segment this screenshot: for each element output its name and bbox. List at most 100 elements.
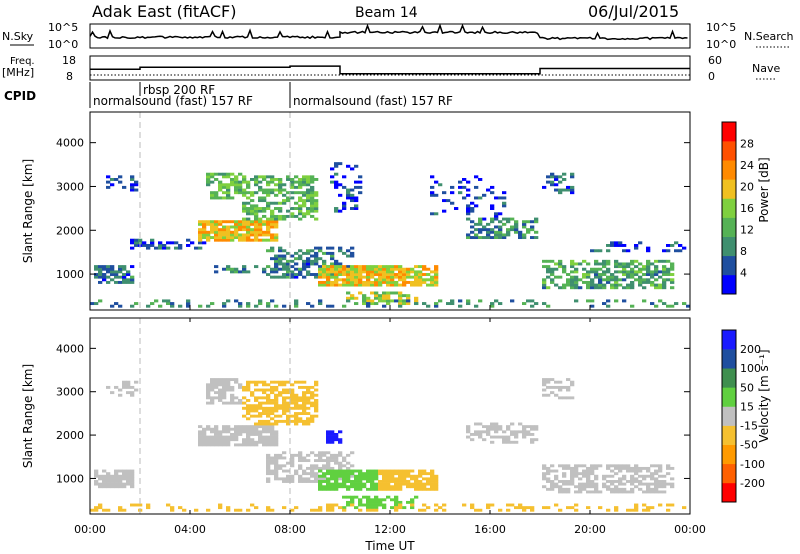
velocity-cell-r13 [442, 508, 447, 512]
velocity-cell-r6 [314, 464, 319, 468]
power-cell-r13 [630, 270, 635, 274]
power-cell-r14 [570, 188, 575, 192]
power-cell-r9 [422, 280, 427, 284]
velocity-cell-r13 [370, 508, 375, 512]
velocity-cell-r11 [582, 482, 587, 486]
power-cell-r9 [386, 265, 391, 269]
velocity-cell-r6 [298, 466, 303, 470]
velocity-cell-r11 [558, 480, 563, 483]
power-cell-r5 [298, 185, 303, 189]
power-cell-r9 [394, 275, 399, 279]
power-cell-r7 [298, 257, 303, 261]
power-cell-r0 [98, 280, 103, 284]
power-cell-r13 [642, 278, 647, 282]
power-cell-r13 [650, 270, 655, 274]
cpid-program-1: rbsp 200 RF [143, 83, 215, 97]
power-cell-r12 [466, 236, 471, 240]
velocity-cell-r4 [314, 388, 319, 392]
velocity-cell-r11 [558, 485, 563, 489]
power-cell-r3 [202, 225, 207, 229]
power-cell-r1 [122, 185, 127, 189]
velocity-cell-r13 [526, 506, 531, 510]
colorbar-tick-label: 20 [740, 181, 754, 194]
velocity-cell-r9 [382, 506, 387, 510]
velocity-cell-r3 [222, 385, 227, 389]
power-cell-r9 [378, 267, 383, 271]
velocity-cell-r13 [294, 506, 299, 510]
velocity-cell-r10 [490, 427, 495, 431]
velocity-cell-r13 [486, 503, 491, 507]
velocity-cell-r4 [258, 406, 263, 410]
velocity-cell-r11 [614, 480, 619, 483]
power-cell-r13 [662, 270, 667, 274]
velocity-cell-r4 [246, 399, 251, 402]
power-cell-r5 [242, 188, 247, 192]
power-cell-r3 [274, 222, 279, 226]
power-cell-r7 [278, 254, 283, 258]
colorbar-swatch [722, 406, 736, 426]
velocity-cell-r4 [250, 406, 255, 410]
power-cell-r12 [530, 225, 535, 229]
power-cell-r4 [226, 183, 231, 187]
velocity-cell-r4 [254, 396, 259, 400]
velocity-cell-r4 [286, 419, 291, 423]
velocity-cell-r4 [306, 388, 311, 392]
power-cell-r5 [278, 178, 283, 181]
power-cell-r4 [234, 183, 239, 187]
power-cell-r5 [270, 209, 275, 213]
velocity-cell-r10 [490, 422, 495, 426]
velocity-cell-r7 [342, 472, 347, 476]
power-cell-r5 [246, 180, 251, 184]
velocity-cell-r2 [270, 440, 275, 444]
velocity-cell-r2 [222, 430, 227, 434]
power-cell-r0 [114, 275, 119, 279]
velocity-cell-r13 [366, 508, 371, 512]
power-cell-r9 [374, 283, 379, 287]
power-cell-r9 [322, 265, 327, 269]
velocity-cell-r7 [362, 485, 367, 489]
power-cell-r12 [482, 236, 487, 240]
power-cell-r3 [222, 230, 227, 234]
power-cell-r5 [286, 209, 291, 213]
velocity-cell-r3 [218, 391, 223, 395]
velocity-cell-r6 [266, 456, 271, 460]
power-cell-r16 [294, 304, 299, 308]
velocity-cell-r11 [666, 464, 671, 468]
power-cell-r3 [274, 220, 279, 224]
velocity-cell-r8 [398, 487, 403, 491]
velocity-cell-r13 [462, 503, 467, 507]
velocity-cell-r11 [634, 472, 639, 476]
velocity-cell-r8 [430, 480, 435, 483]
power-cell-r9 [358, 283, 363, 287]
velocity-cell-r6 [350, 451, 355, 455]
velocity-cell-r8 [430, 485, 435, 489]
velocity-cell-r3 [230, 393, 235, 397]
colorbar-swatch [722, 236, 736, 257]
power-cell-r13 [638, 262, 643, 266]
power-cell-r5 [290, 178, 295, 181]
velocity-cell-r0 [102, 480, 107, 483]
velocity-cell-r2 [206, 425, 211, 429]
power-cell-r14 [550, 180, 555, 184]
power-cell-r13 [646, 267, 651, 271]
power-cell-r9 [370, 275, 375, 279]
velocity-cell-r11 [638, 487, 643, 491]
velocity-cell-r11 [574, 466, 579, 470]
power-cell-r9 [358, 267, 363, 271]
power-cell-r5 [314, 207, 319, 210]
velocity-cell-r7 [354, 469, 359, 473]
velocity-cell-r4 [306, 396, 311, 400]
velocity-cell-r12 [546, 378, 551, 382]
power-cell-r13 [650, 262, 655, 266]
velocity-cell-r1 [126, 385, 131, 389]
velocity-cell-r3 [214, 391, 219, 395]
power-cell-r9 [418, 283, 423, 287]
power-cell-r6 [234, 270, 239, 274]
velocity-cell-r7 [358, 480, 363, 483]
velocity-cell-r0 [118, 474, 123, 478]
velocity-cell-r10 [530, 432, 535, 436]
velocity-cell-r7 [318, 480, 323, 483]
colorbar-swatch [722, 122, 736, 142]
velocity-cell-r4 [302, 404, 307, 408]
velocity-cell-r4 [282, 404, 287, 408]
